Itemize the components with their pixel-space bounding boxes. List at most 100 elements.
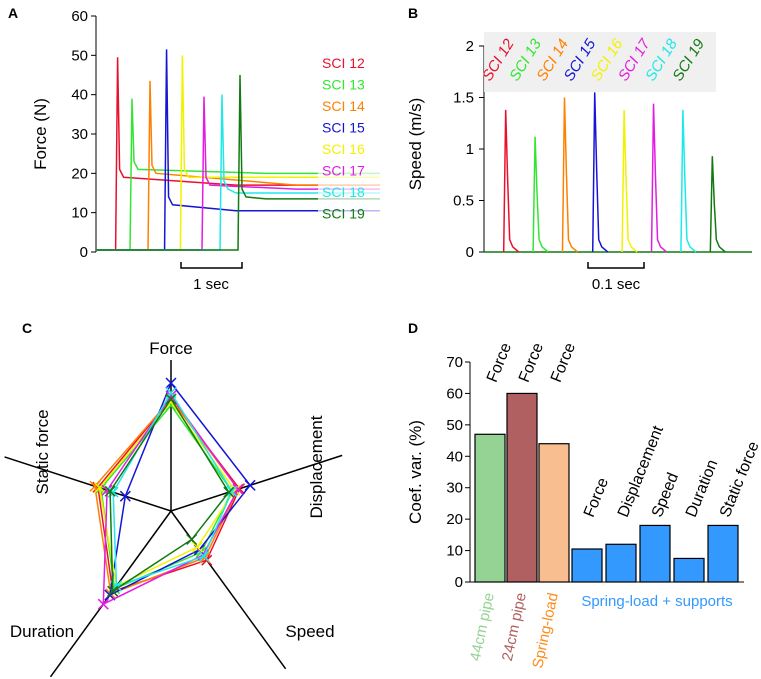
radar-point-marker <box>165 377 177 389</box>
y-tick-label: 30 <box>71 126 88 143</box>
bar-category-label: Force <box>484 341 515 385</box>
legend-entry: SCI 13 <box>322 77 365 93</box>
legend-entry: SCI 18 <box>322 184 365 200</box>
radar-point-marker <box>165 393 177 405</box>
group-label-44cm-pipe: 44cm pipe <box>467 591 498 662</box>
radar-point-marker <box>186 533 198 546</box>
radar-series-sci-17 <box>102 394 239 606</box>
y-tick-label: 2 <box>466 38 474 55</box>
legend-entry: SCI 17 <box>322 163 365 179</box>
bar-spring <box>538 443 570 583</box>
y-tick-label: 40 <box>71 87 88 104</box>
legend-entry: SCI 15 <box>322 120 365 136</box>
radar-axis-label: Duration <box>10 622 74 641</box>
bar-category-label: Force <box>548 341 579 385</box>
bar-category-label: Force <box>516 341 547 385</box>
legend-entry: SCI 19 <box>322 206 365 222</box>
legend-background <box>484 32 716 92</box>
radar-point-marker <box>107 585 119 597</box>
speed-peak-sci-16 <box>621 109 638 253</box>
bar-category-label: Force <box>581 475 612 519</box>
y-tick-label: 20 <box>71 165 88 182</box>
bar-supports <box>707 524 739 583</box>
y-tick-label: 0 <box>80 244 88 261</box>
panel-a-force-chart: 0 10 20 30 40 50 60 Force (N) SCI 12 SCI 13 SCI 14… <box>31 8 380 293</box>
bar-pipe24 <box>506 392 538 583</box>
legend-background <box>318 50 380 228</box>
scale-bar-label: 1 sec <box>193 276 229 293</box>
speed-peak-sci-17 <box>650 103 668 253</box>
radar-point-marker <box>97 598 109 610</box>
bar-category-label: Static force <box>717 439 761 520</box>
bar-supports <box>571 548 603 583</box>
legend-entry: SCI 14 <box>322 98 365 114</box>
y-tick-label: 1 <box>466 141 474 158</box>
y-tick-label: 0.5 <box>453 193 474 210</box>
legend-entry: SCI 12 <box>322 55 365 71</box>
y-tick-label: 50 <box>71 47 88 64</box>
bar-supports <box>673 557 705 583</box>
bar-pipe44 <box>474 433 506 583</box>
radar-point-marker <box>226 485 238 497</box>
y-tick-label: 60 <box>71 8 88 25</box>
bar-category-label: Duration <box>683 457 721 519</box>
panel-label-b: B <box>408 5 418 21</box>
legend-entry: SCI 16 <box>322 141 365 157</box>
speed-peak-sci-14 <box>561 97 578 253</box>
radar-point-marker <box>198 550 210 562</box>
radar-point-marker <box>191 541 203 553</box>
y-axis-label: Coef. var. (%) <box>406 420 425 524</box>
scale-bar <box>587 262 645 269</box>
y-tick-label: 0 <box>455 574 463 591</box>
radar-point-marker <box>223 486 235 498</box>
radar-point-marker <box>244 479 256 491</box>
speed-peak-sci-12 <box>502 109 520 253</box>
radar-axis <box>170 454 343 512</box>
radar-point-marker <box>93 482 106 494</box>
bar-supports <box>639 524 671 583</box>
speed-peak-sci-15 <box>591 92 609 253</box>
speed-peak-sci-19 <box>709 156 726 253</box>
group-label-spring-load: Spring-load <box>529 591 562 670</box>
y-tick-label: 50 <box>446 417 463 434</box>
radar-series-sci-18 <box>112 391 233 588</box>
group-label-supports: Spring-load + supports <box>581 593 732 610</box>
bar-supports <box>605 543 637 583</box>
y-axis-label: Force (N) <box>31 98 50 170</box>
y-tick-label: 70 <box>446 354 463 371</box>
panel-label-a: A <box>8 5 18 21</box>
radar-axis-label: Force <box>149 339 192 358</box>
speed-peak-sci-13 <box>532 136 549 253</box>
group-label-24cm-pipe: 24cm pipe <box>499 591 530 662</box>
scale-bar-label: 0.1 sec <box>592 276 641 293</box>
y-tick-label: 40 <box>446 448 463 465</box>
scale-bar <box>180 262 243 269</box>
radar-axis <box>170 510 287 670</box>
y-tick-label: 10 <box>446 543 463 560</box>
y-tick-label: 1.5 <box>453 90 474 107</box>
speed-peak-sci-18 <box>680 109 697 253</box>
panel-c-radar-chart: Force Displacement Speed Duration Static for… <box>4 339 343 678</box>
y-tick-label: 10 <box>71 205 88 222</box>
panel-label-c: C <box>22 320 32 336</box>
radar-axis-label: Displacement <box>307 415 326 518</box>
bar-category-label: Speed <box>649 471 682 520</box>
radar-point-marker <box>104 485 116 497</box>
y-tick-label: 20 <box>446 511 463 528</box>
panel-label-d: D <box>408 320 418 336</box>
radar-axis <box>4 456 172 512</box>
y-tick-label: 60 <box>446 385 463 402</box>
series-line-sci-19 <box>96 74 380 251</box>
y-tick-label: 0 <box>466 244 474 261</box>
radar-point-marker <box>232 483 244 495</box>
radar-axis-label: Static force <box>33 409 52 494</box>
radar-series-sci-16 <box>98 400 236 588</box>
radar-axis-label: Speed <box>285 622 334 641</box>
y-tick-label: 30 <box>446 480 463 497</box>
radar-series-sci-19 <box>109 397 230 593</box>
y-axis-label: Speed (m/s) <box>406 98 425 191</box>
radar-point-marker <box>119 490 131 502</box>
